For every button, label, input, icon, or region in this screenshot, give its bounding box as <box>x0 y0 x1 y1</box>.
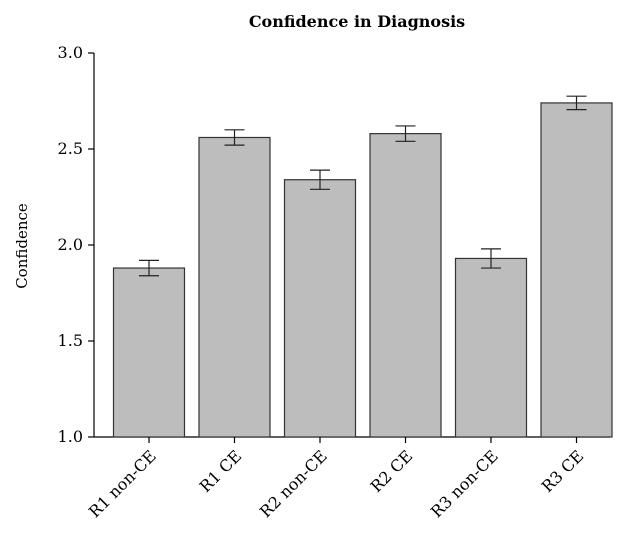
y-tick-label: 2.0 <box>58 235 83 254</box>
x-tick-label: R3 CE <box>538 446 588 496</box>
x-tick-label: R1 non-CE <box>85 446 160 521</box>
y-tick-label: 3.0 <box>58 43 83 62</box>
chart-title: Confidence in Diagnosis <box>249 12 465 31</box>
bar <box>454 257 528 438</box>
plot-area: 1.0 1.5 2.0 2.5 3.0 R1 non-CE R1 CE R2 non-CE R2… <box>58 43 613 521</box>
bar <box>112 267 186 438</box>
y-axis-label: Confidence <box>13 203 31 289</box>
bar <box>540 102 613 438</box>
y-tick-label: 1.5 <box>58 331 83 350</box>
x-tick-label: R2 non-CE <box>256 446 331 521</box>
bar <box>369 133 442 438</box>
y-tick-label: 2.5 <box>58 139 83 158</box>
bar <box>283 179 357 438</box>
y-tick-label: 1.0 <box>58 427 83 446</box>
x-tick-label: R1 CE <box>196 446 246 496</box>
x-tick-label: R3 non-CE <box>427 446 502 521</box>
bar <box>198 136 271 438</box>
x-tick-label: R2 CE <box>367 446 417 496</box>
